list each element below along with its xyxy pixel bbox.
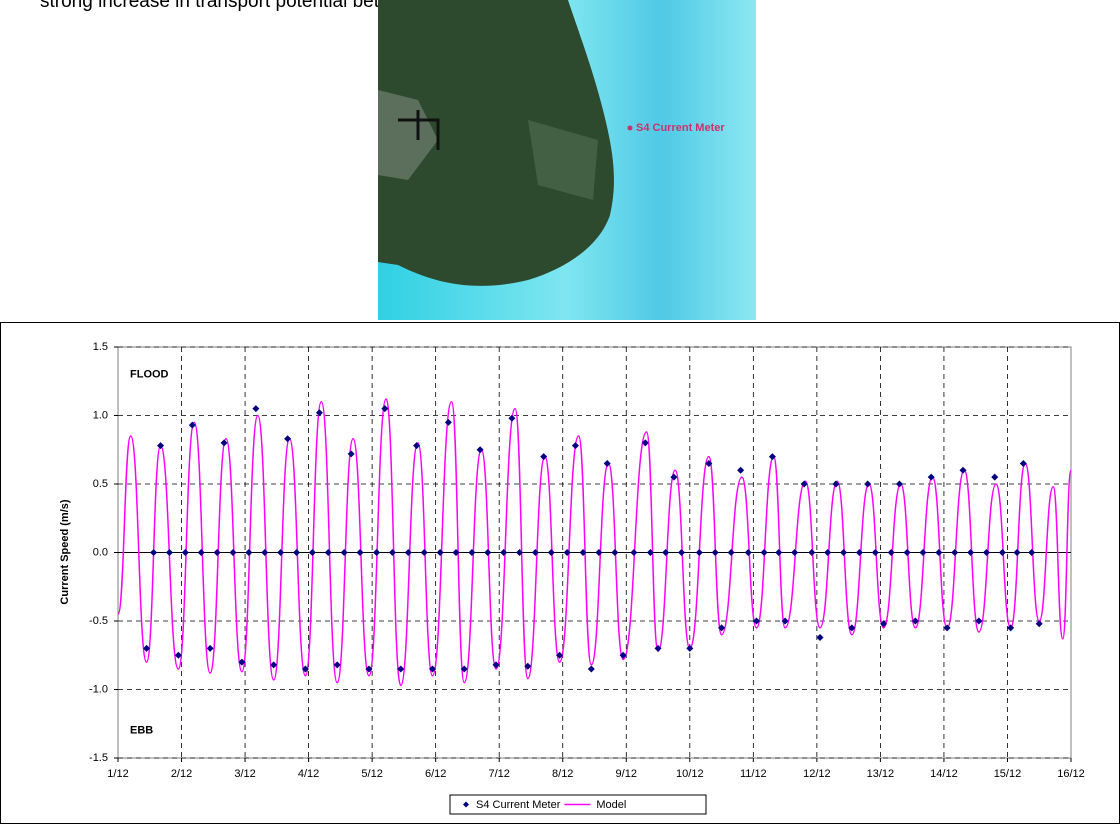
y-tick-label: 0.0: [93, 546, 108, 558]
y-tick-label: -1.0: [89, 683, 108, 695]
x-tick-label: 7/12: [488, 768, 509, 780]
x-tick-label: 11/12: [740, 768, 767, 780]
chart: Current Speed (m/s) -1.5 -1.0 -0.5 0.0 0.5 1.…: [0, 322, 1120, 824]
x-tick-label: 9/12: [616, 768, 637, 780]
y-tick-label: 1.0: [93, 409, 108, 421]
x-tick-label: 2/12: [171, 768, 192, 780]
x-tick-label: 8/12: [552, 768, 573, 780]
x-tick-label: 14/12: [930, 768, 958, 780]
x-tick-label: 5/12: [361, 768, 382, 780]
y-tick-label: -1.5: [89, 752, 108, 764]
x-tick-label: 16/12: [1057, 768, 1085, 780]
y-axis-label: Current Speed (m/s): [59, 499, 71, 604]
satellite-image: S4 Current Meter: [378, 0, 756, 320]
annotation: EBB: [130, 725, 153, 737]
annotation: FLOOD: [130, 368, 169, 380]
x-tick-label: 13/12: [867, 768, 895, 780]
legend-label: S4 Current Meter: [476, 799, 561, 811]
y-tick-label: -0.5: [89, 615, 108, 627]
meter-marker: [628, 126, 633, 131]
x-tick-label: 15/12: [994, 768, 1022, 780]
y-tick-label: 1.5: [93, 341, 108, 353]
x-tick-label: 6/12: [425, 768, 446, 780]
x-tick-label: 12/12: [803, 768, 831, 780]
x-tick-label: 1/12: [107, 768, 128, 780]
y-tick-label: 0.5: [93, 478, 108, 490]
page: strong increase in transport potential b…: [0, 0, 1120, 824]
x-tick-label: 10/12: [676, 768, 704, 780]
x-tick-label: 3/12: [234, 768, 255, 780]
legend-label: Model: [596, 799, 626, 811]
legend: S4 Current Meter Model: [450, 795, 706, 814]
image-label: S4 Current Meter: [636, 122, 725, 134]
x-tick-label: 4/12: [298, 768, 319, 780]
